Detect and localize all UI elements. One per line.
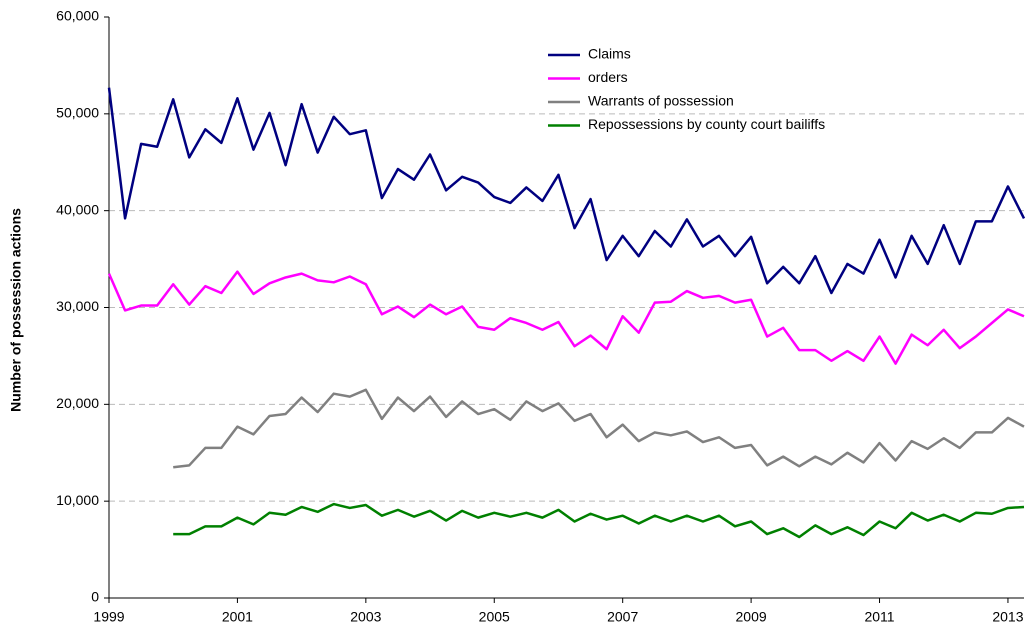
y-tick-label: 60,000 (56, 8, 99, 24)
x-tick-label: 2005 (479, 609, 510, 625)
y-tick-label: 50,000 (56, 105, 99, 121)
x-tick-label: 2013 (992, 609, 1023, 625)
x-tick-label: 2001 (222, 609, 253, 625)
legend-label: Claims (588, 46, 631, 62)
y-tick-label: 0 (91, 589, 99, 605)
series-line (173, 388, 1025, 469)
x-tick-label: 2011 (864, 609, 894, 625)
legend-label: orders (588, 69, 628, 85)
x-tick-label: 2007 (607, 609, 638, 625)
y-tick-label: 40,000 (56, 201, 99, 217)
legend-label: Warrants of possession (588, 93, 734, 109)
legend-label: Repossessions by county court bailiffs (588, 116, 825, 132)
y-tick-label: 20,000 (56, 395, 99, 411)
series-line (173, 502, 1025, 539)
series-line (107, 87, 1026, 295)
x-tick-label: 2009 (736, 609, 767, 625)
series-line (107, 270, 1025, 365)
x-tick-label: 1999 (93, 609, 124, 625)
y-tick-label: 10,000 (56, 492, 99, 508)
y-tick-label: 30,000 (56, 298, 99, 314)
x-tick-label: 2003 (350, 609, 381, 625)
y-axis-label: Number of possession actions (8, 208, 24, 412)
